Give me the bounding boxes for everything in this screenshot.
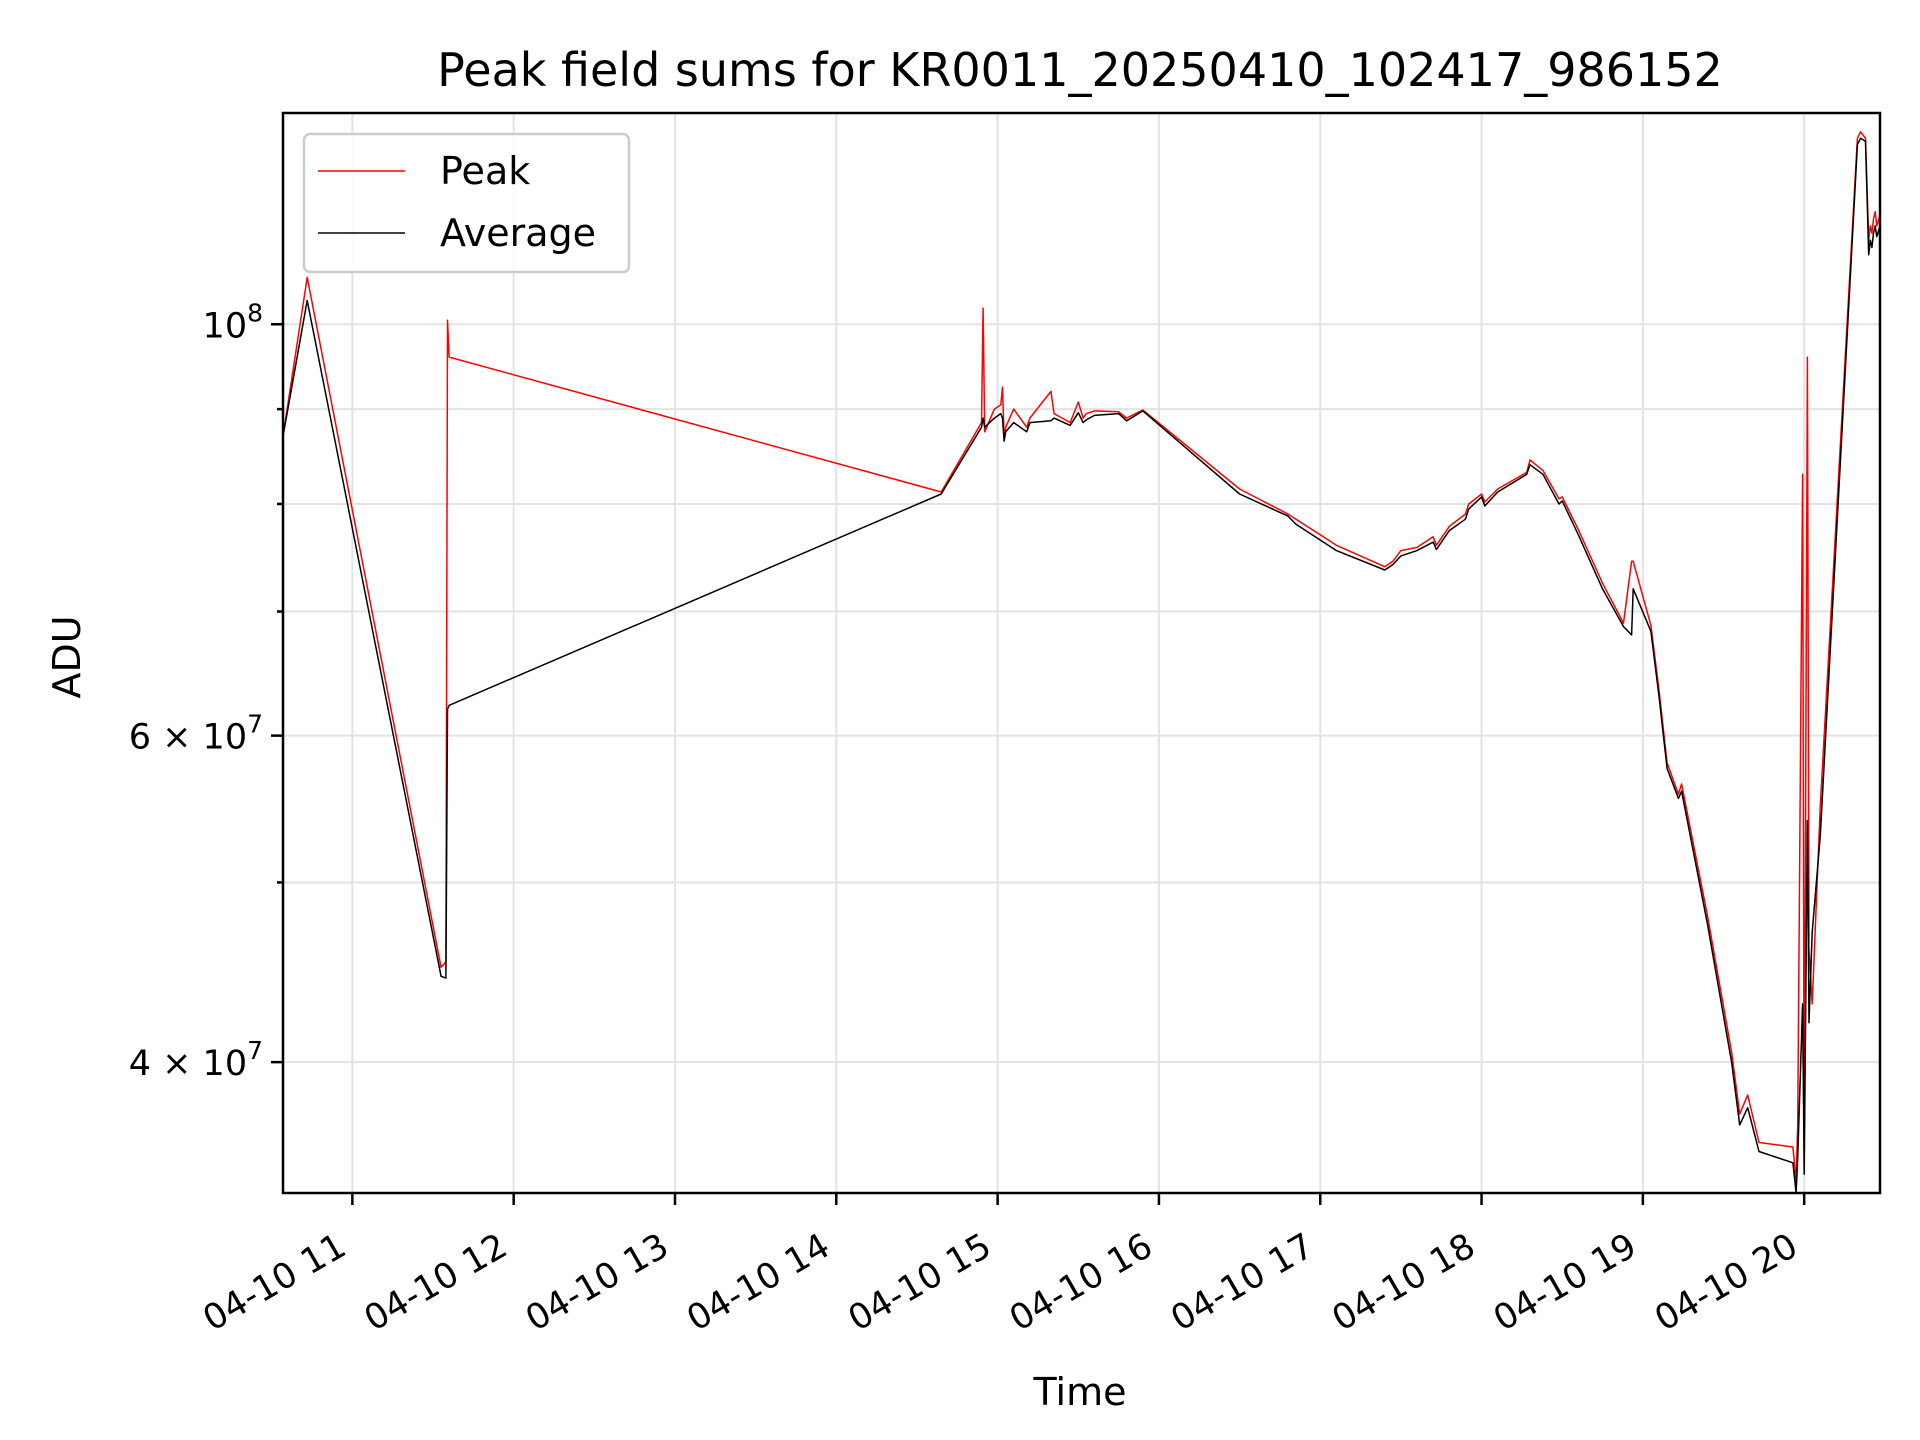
x-axis-label: Time [1033, 1370, 1127, 1414]
series-line-average [282, 137, 1881, 1194]
plot-frame [281, 111, 1882, 1195]
y-axis-ticks: 4 × 107 6 × 107 108 [129, 298, 283, 1084]
legend-box [302, 132, 631, 274]
series-line-peak [282, 131, 1881, 1182]
legend-peak-label: Peak [440, 149, 530, 193]
grid-lines [283, 113, 1880, 1193]
legend: Peak Average [302, 132, 631, 274]
y-tick-label: 108 [203, 298, 263, 346]
legend-average-label: Average [440, 211, 596, 255]
y-tick-label: 4 × 107 [129, 1036, 263, 1084]
chart-title: Peak field sums for KR0011_20250410_1024… [437, 43, 1723, 97]
y-tick-label: 6 × 107 [129, 710, 263, 758]
y-axis-label: ADU [45, 615, 89, 698]
series-layer [282, 131, 1881, 1194]
